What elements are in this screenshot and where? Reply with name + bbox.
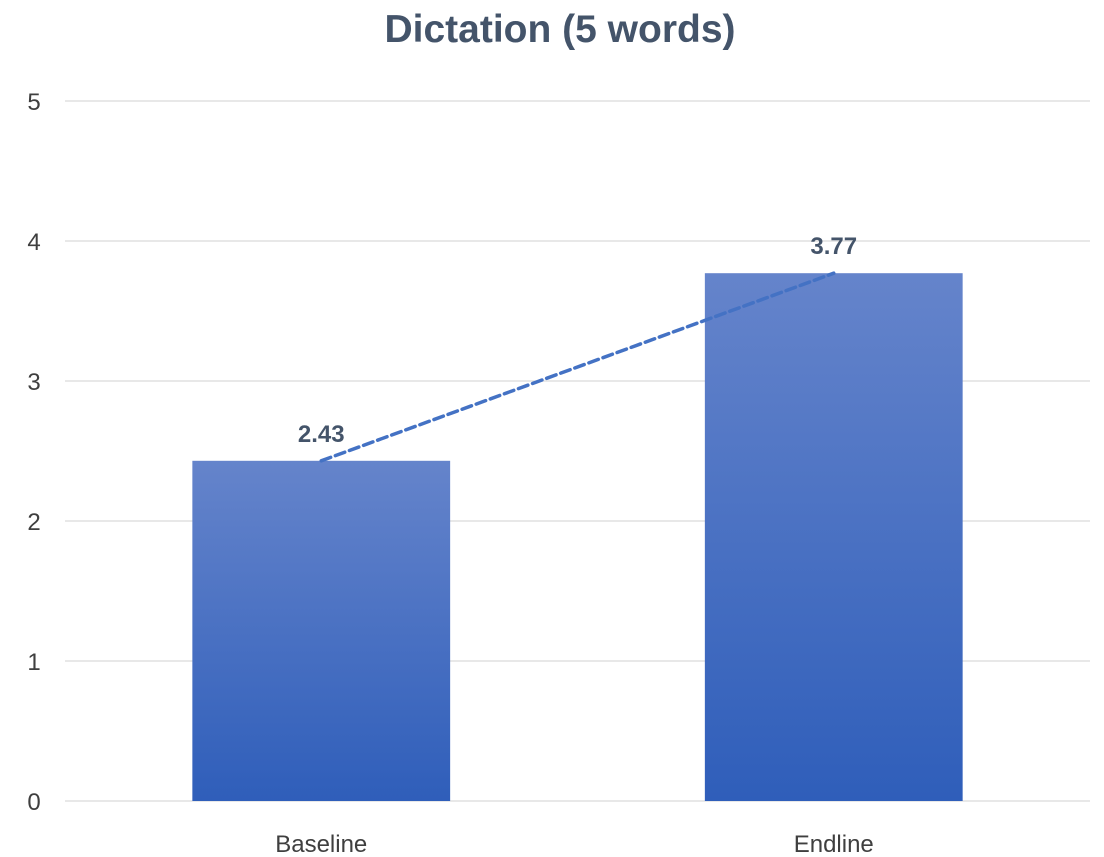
data-label-baseline: 2.43 <box>298 421 345 448</box>
y-tick-label-4: 4 <box>27 229 40 256</box>
x-axis-categories: Baseline Endline <box>275 831 874 857</box>
bar-endline <box>705 273 963 801</box>
y-tick-label-1: 1 <box>27 649 40 676</box>
y-tick-label-2: 2 <box>27 509 40 536</box>
y-tick-label-5: 5 <box>27 89 40 116</box>
y-tick-label-0: 0 <box>27 789 40 816</box>
data-label-endline: 3.77 <box>810 233 857 260</box>
bar-baseline <box>192 461 450 801</box>
x-category-label-baseline: Baseline <box>275 831 367 857</box>
y-tick-label-3: 3 <box>27 369 40 396</box>
bars <box>192 273 962 801</box>
x-category-label-endline: Endline <box>794 831 874 857</box>
chart-title: Dictation (5 words) <box>384 8 735 51</box>
y-axis-ticks: 0 1 2 3 4 5 <box>27 89 40 816</box>
